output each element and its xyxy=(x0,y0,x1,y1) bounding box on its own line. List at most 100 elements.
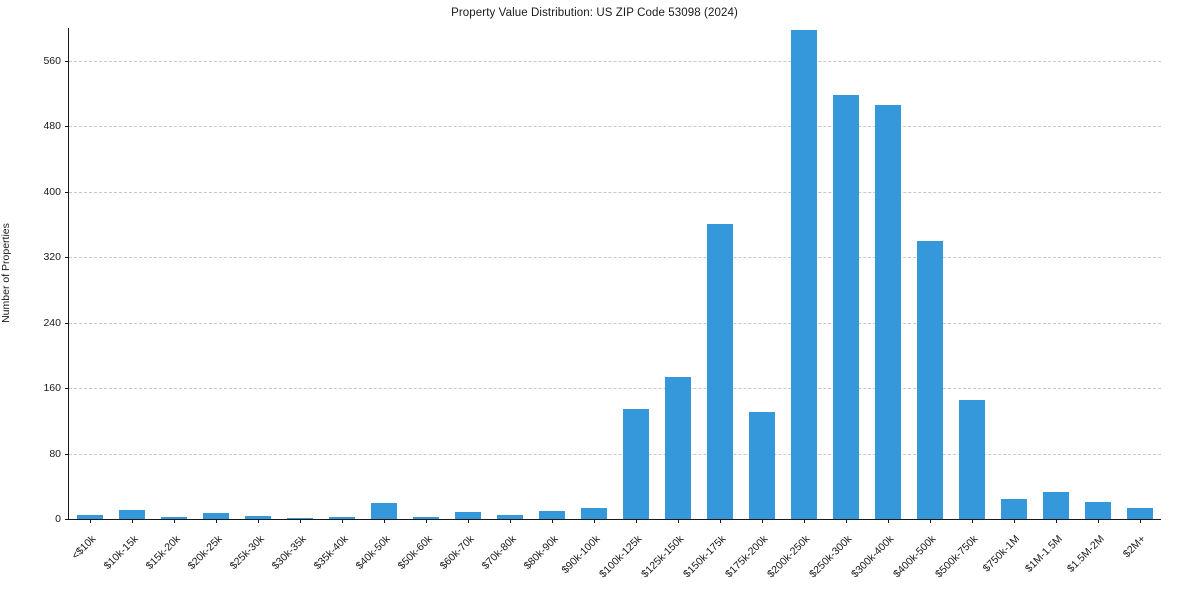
y-tick-mark xyxy=(65,257,69,259)
bar[interactable] xyxy=(496,514,523,519)
x-tick-label: $200k-250k xyxy=(765,533,813,581)
gridline xyxy=(69,60,1161,62)
x-tick-mark xyxy=(426,519,427,523)
x-tick-label: <$10k xyxy=(69,533,99,562)
x-tick-label: $400k-500k xyxy=(891,533,939,581)
x-tick-label: $80k-90k xyxy=(521,533,561,573)
bar[interactable] xyxy=(1084,501,1111,519)
x-tick-mark xyxy=(300,519,301,523)
bar[interactable] xyxy=(622,409,649,519)
y-tick-mark xyxy=(65,191,69,193)
x-tick-label: $125k-150k xyxy=(639,533,687,581)
x-tick-mark xyxy=(216,519,217,523)
x-tick-label: $90k-100k xyxy=(559,533,603,577)
bar[interactable] xyxy=(916,240,943,519)
y-tick-label: 160 xyxy=(43,382,61,395)
bar[interactable] xyxy=(538,510,565,519)
y-tick-label: 400 xyxy=(43,185,61,198)
x-tick-mark xyxy=(552,519,553,523)
y-tick-mark xyxy=(65,453,69,455)
plot-area: 0 80 160 240 320 400 480 560 <$10k $10k-15k $15k-… xyxy=(43,28,1161,580)
y-tick-mark xyxy=(65,322,69,324)
x-tick-mark xyxy=(972,519,973,523)
x-tick-mark xyxy=(384,519,385,523)
chart-title: Property Value Distribution: US ZIP Code… xyxy=(451,7,738,19)
y-axis-label: Number of Properties xyxy=(0,223,12,323)
bar[interactable] xyxy=(580,507,607,519)
x-tick-mark xyxy=(930,519,931,523)
x-tick-label: $1M-1.5M xyxy=(1022,533,1065,575)
x-tick-label: $20k-25k xyxy=(185,533,225,573)
x-tick-mark xyxy=(174,519,175,523)
y-tick-label: 320 xyxy=(43,251,61,264)
y-tick-label: 480 xyxy=(43,120,61,133)
bar[interactable] xyxy=(454,511,481,519)
x-tick-mark xyxy=(804,519,805,523)
gridline xyxy=(69,388,1161,390)
x-tick-label: $60k-70k xyxy=(437,533,477,573)
bar[interactable] xyxy=(160,517,187,519)
x-tick-label: $40k-50k xyxy=(353,533,393,573)
bar[interactable] xyxy=(958,400,985,519)
bar[interactable] xyxy=(370,502,397,519)
bar[interactable] xyxy=(790,29,817,519)
y-tick-mark xyxy=(65,60,69,62)
gridline xyxy=(69,322,1161,324)
x-tick-mark xyxy=(762,519,763,523)
bar[interactable] xyxy=(664,377,691,519)
y-tick-mark xyxy=(65,126,69,128)
bar[interactable] xyxy=(706,224,733,519)
x-tick-mark xyxy=(846,519,847,523)
gridline xyxy=(69,453,1161,455)
x-tick-label: $750k-1M xyxy=(980,533,1023,575)
x-tick-mark xyxy=(594,519,595,523)
x-tick-label: $1.5M-2M xyxy=(1064,533,1107,575)
x-tick-label: $35k-40k xyxy=(311,533,351,573)
x-tick-label: $10k-15k xyxy=(101,533,141,573)
x-tick-mark xyxy=(468,519,469,523)
bar[interactable] xyxy=(874,104,901,519)
bar[interactable] xyxy=(412,516,439,519)
bar[interactable] xyxy=(1042,492,1069,519)
x-tick-label: $100k-125k xyxy=(597,533,645,581)
x-tick-label: $250k-300k xyxy=(807,533,855,581)
x-tick-label: $25k-30k xyxy=(227,533,267,573)
bar[interactable] xyxy=(76,514,103,519)
x-tick-mark xyxy=(90,519,91,523)
x-tick-label: $150k-175k xyxy=(681,533,729,581)
x-tick-mark xyxy=(636,519,637,523)
x-tick-label: $300k-400k xyxy=(849,533,897,581)
x-tick-mark xyxy=(720,519,721,523)
x-tick-mark xyxy=(342,519,343,523)
gridline xyxy=(69,191,1161,193)
bar[interactable] xyxy=(832,95,859,519)
x-tick-label: $175k-200k xyxy=(723,533,771,581)
x-tick-label: $2M+ xyxy=(1121,533,1149,561)
x-tick-label: $15k-20k xyxy=(143,533,183,573)
x-tick-mark xyxy=(1056,519,1057,523)
x-tick-mark xyxy=(888,519,889,523)
x-tick-mark xyxy=(510,519,511,523)
gridline xyxy=(69,257,1161,259)
y-tick-label: 560 xyxy=(43,54,61,67)
x-tick-mark xyxy=(678,519,679,523)
bar[interactable] xyxy=(1000,499,1027,519)
bar[interactable] xyxy=(286,518,313,519)
bar[interactable] xyxy=(328,516,355,519)
bar[interactable] xyxy=(1126,508,1153,519)
bar[interactable] xyxy=(202,513,229,519)
bar[interactable] xyxy=(118,510,145,519)
y-tick-label: 240 xyxy=(43,316,61,329)
x-tick-label: $30k-35k xyxy=(269,533,309,573)
bar[interactable] xyxy=(748,411,775,519)
y-tick-label: 0 xyxy=(55,513,61,525)
x-tick-mark xyxy=(1098,519,1099,523)
y-tick-mark xyxy=(65,388,69,390)
x-tick-label: $50k-60k xyxy=(395,533,435,573)
x-tick-label: $500k-750k xyxy=(933,533,981,581)
bar[interactable] xyxy=(244,515,271,519)
y-tick-label: 80 xyxy=(49,447,61,460)
y-tick-mark xyxy=(65,519,69,520)
x-tick-mark xyxy=(258,519,259,523)
